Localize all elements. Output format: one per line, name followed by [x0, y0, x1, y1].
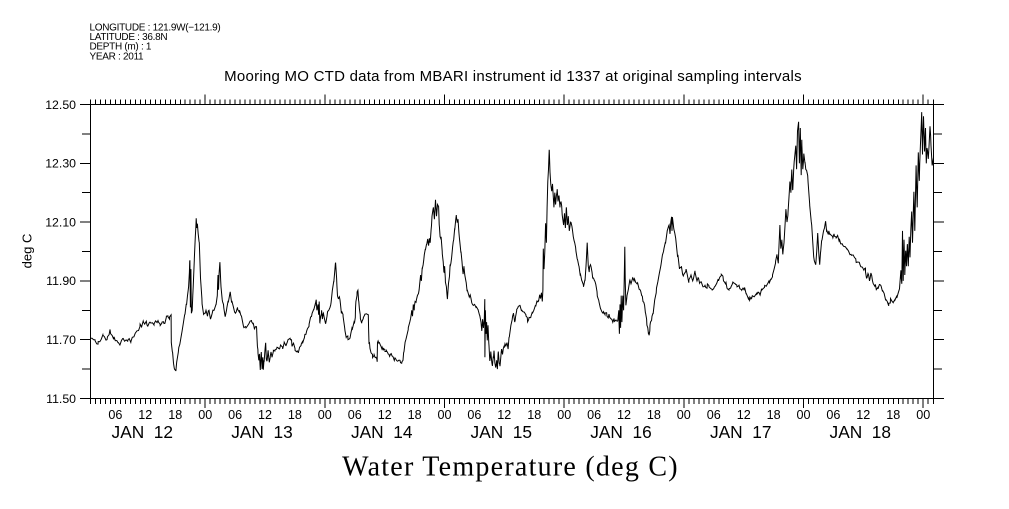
svg-text:18: 18	[647, 408, 661, 422]
svg-text:12: 12	[737, 408, 751, 422]
svg-text:12: 12	[497, 408, 511, 422]
svg-text:06: 06	[587, 408, 601, 422]
svg-text:00: 00	[557, 408, 571, 422]
svg-text:12: 12	[378, 408, 392, 422]
svg-text:12.10: 12.10	[45, 215, 76, 229]
svg-text:deg C: deg C	[20, 234, 35, 269]
svg-text:00: 00	[437, 408, 451, 422]
svg-text:06: 06	[108, 408, 122, 422]
svg-text:JAN 16: JAN 16	[590, 422, 651, 442]
svg-text:18: 18	[527, 408, 541, 422]
svg-text:12: 12	[617, 408, 631, 422]
svg-text:12: 12	[856, 408, 870, 422]
svg-text:DEPTH (m) : 1: DEPTH (m) : 1	[90, 42, 152, 53]
svg-text:06: 06	[228, 408, 242, 422]
svg-text:JAN 12: JAN 12	[112, 422, 173, 442]
svg-text:00: 00	[916, 408, 930, 422]
svg-text:JAN 13: JAN 13	[231, 422, 292, 442]
svg-text:00: 00	[318, 408, 332, 422]
svg-text:Water Temperature (deg C): Water Temperature (deg C)	[342, 452, 679, 483]
svg-text:JAN 15: JAN 15	[471, 422, 532, 442]
svg-text:JAN 17: JAN 17	[710, 422, 771, 442]
svg-text:00: 00	[796, 408, 810, 422]
svg-text:06: 06	[467, 408, 481, 422]
svg-text:06: 06	[348, 408, 362, 422]
svg-text:00: 00	[198, 408, 212, 422]
svg-text:12: 12	[258, 408, 272, 422]
svg-text:06: 06	[826, 408, 840, 422]
svg-text:11.90: 11.90	[46, 274, 76, 288]
svg-text:18: 18	[767, 408, 781, 422]
svg-text:LONGITUDE : 121.9W(−121.9): LONGITUDE : 121.9W(−121.9)	[90, 22, 221, 33]
svg-text:12.30: 12.30	[45, 157, 76, 171]
svg-text:Mooring MO CTD data from MBARI: Mooring MO CTD data from MBARI instrumen…	[224, 68, 802, 85]
svg-text:06: 06	[707, 408, 721, 422]
svg-text:11.70: 11.70	[46, 333, 76, 347]
svg-text:JAN 14: JAN 14	[351, 422, 413, 442]
svg-text:18: 18	[288, 408, 302, 422]
svg-text:YEAR : 2011: YEAR : 2011	[90, 51, 145, 62]
svg-text:JAN 18: JAN 18	[830, 422, 891, 442]
svg-text:11.50: 11.50	[46, 392, 76, 406]
svg-text:LATITUDE : 36.8N: LATITUDE : 36.8N	[90, 32, 168, 43]
svg-text:18: 18	[168, 408, 182, 422]
svg-text:18: 18	[886, 408, 900, 422]
svg-text:00: 00	[677, 408, 691, 422]
svg-text:18: 18	[408, 408, 422, 422]
svg-text:12.50: 12.50	[45, 98, 76, 112]
svg-text:12: 12	[138, 408, 152, 422]
